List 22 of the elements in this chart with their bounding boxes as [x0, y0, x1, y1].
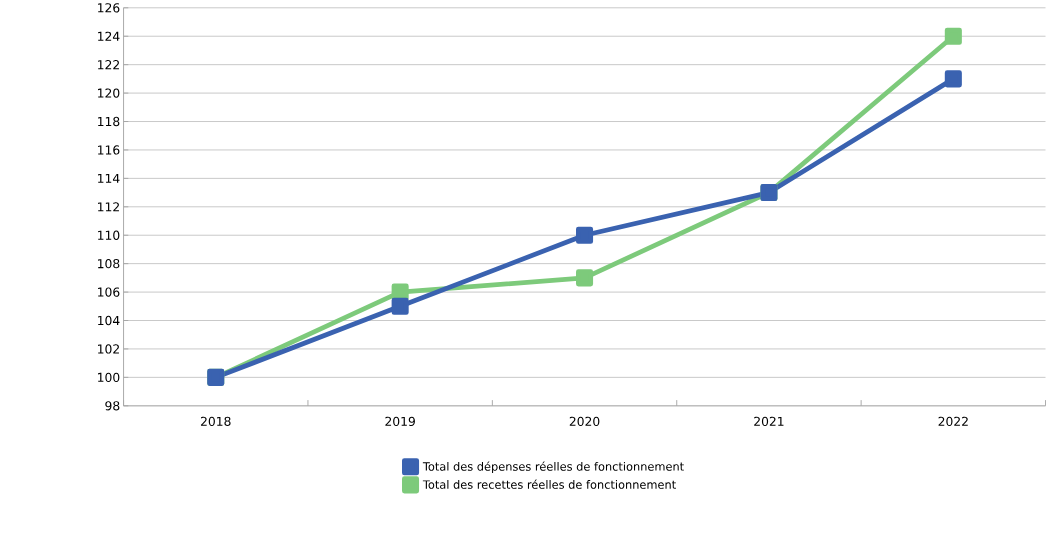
x-tick-label: 2020	[569, 416, 600, 426]
y-tick-label: 108	[98, 258, 120, 269]
y-tick-label: 102	[98, 344, 119, 354]
y-tick-label: 114	[98, 173, 120, 183]
x-tick-label: 2021	[754, 416, 784, 426]
y-tick-label: 106	[98, 287, 120, 297]
legend-label: Total des recettes réelles de fonctionnement	[422, 479, 676, 489]
y-tick-label: 120	[98, 88, 120, 98]
y-tick-label: 122	[98, 59, 119, 70]
y-tick-label: 98	[105, 401, 120, 411]
y-tick-label: 100	[98, 372, 120, 382]
y-tick-label: 110	[98, 230, 120, 240]
y-tick-label: 118	[98, 116, 120, 127]
x-tick-label: 2022	[938, 416, 968, 426]
y-tick-label: 112	[98, 202, 119, 212]
y-tick-label: 126	[98, 3, 120, 13]
y-tick-label: 104	[98, 315, 120, 326]
x-tick-label: 2019	[385, 416, 415, 426]
legend-label: Total des dépenses réelles de fonctionnement	[422, 461, 684, 473]
x-tick-label: 2018	[200, 416, 231, 426]
y-tick-label: 124	[98, 31, 120, 41]
y-tick-label: 116	[98, 145, 120, 155]
